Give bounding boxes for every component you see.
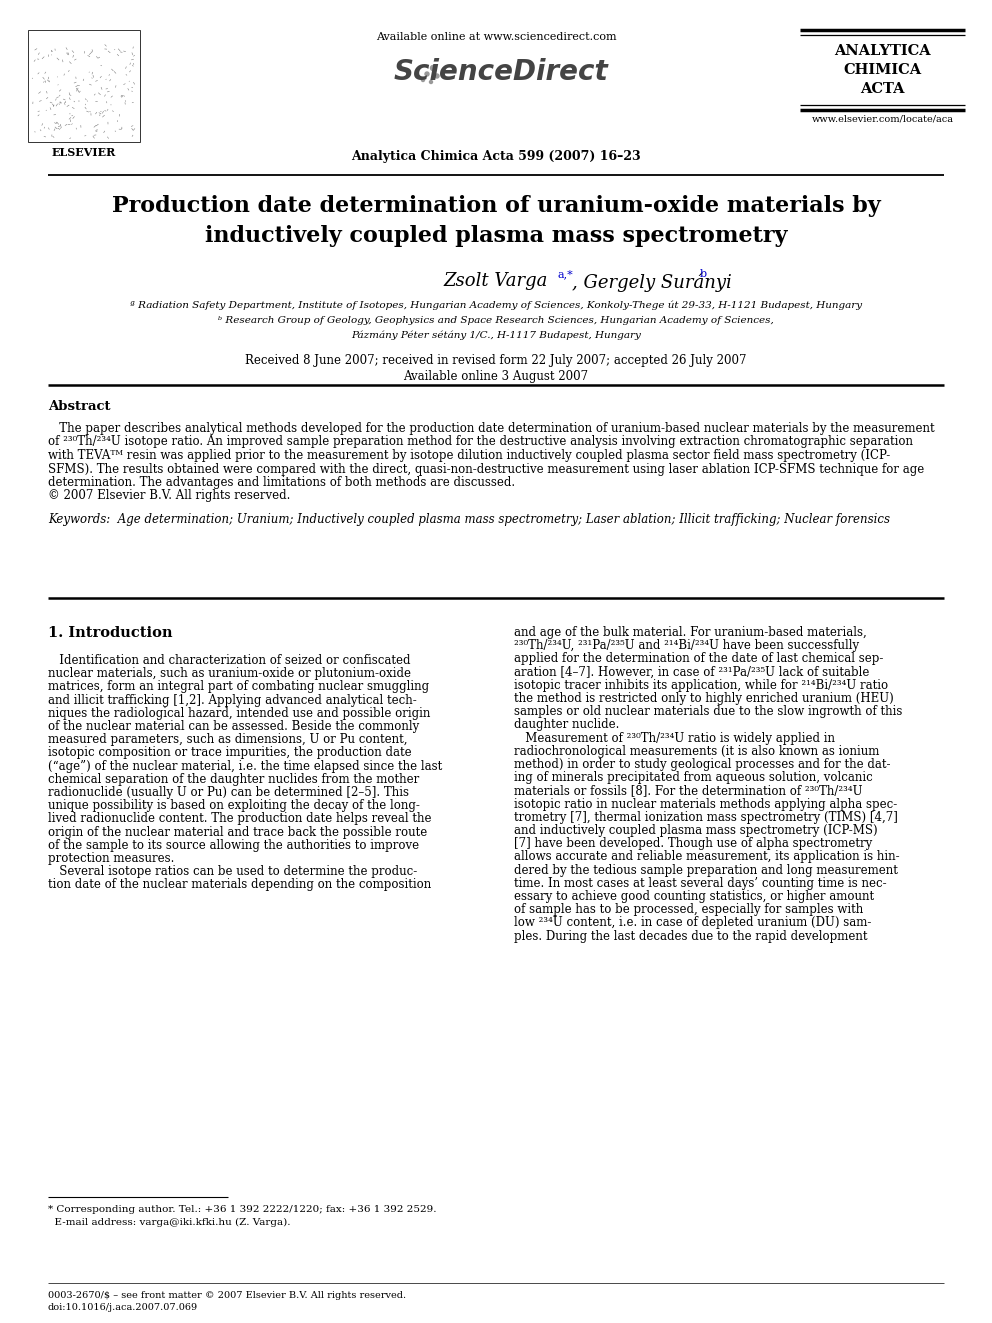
Text: and age of the bulk material. For uranium-based materials,: and age of the bulk material. For uraniu… [514, 626, 867, 639]
Bar [28, 30, 140, 142]
Text: of ²³⁰Th/²³⁴U isotope ratio. An improved sample preparation method for the destr: of ²³⁰Th/²³⁴U isotope ratio. An improved… [48, 435, 913, 448]
Text: radiochronological measurements (it is also known as ionium: radiochronological measurements (it is a… [514, 745, 879, 758]
Text: www.elsevier.com/locate/aca: www.elsevier.com/locate/aca [811, 115, 953, 124]
Text: daughter nuclide.: daughter nuclide. [514, 718, 619, 732]
Text: Identification and characterization of seized or confiscated: Identification and characterization of s… [48, 654, 411, 667]
Text: doi:10.1016/j.aca.2007.07.069: doi:10.1016/j.aca.2007.07.069 [48, 1303, 198, 1312]
Text: E-mail address: varga@iki.kfki.hu (Z. Varga).: E-mail address: varga@iki.kfki.hu (Z. Va… [48, 1218, 291, 1228]
Text: Available online 3 August 2007: Available online 3 August 2007 [404, 370, 588, 382]
Circle shape [435, 74, 439, 78]
Text: isotopic ratio in nuclear materials methods applying alpha spec-: isotopic ratio in nuclear materials meth… [514, 798, 897, 811]
Text: a,*: a,* [558, 269, 573, 279]
Text: * Corresponding author. Tel.: +36 1 392 2222/1220; fax: +36 1 392 2529.: * Corresponding author. Tel.: +36 1 392 … [48, 1205, 436, 1215]
Text: samples or old nuclear materials due to the slow ingrowth of this: samples or old nuclear materials due to … [514, 705, 903, 718]
Text: ACTA: ACTA [860, 82, 905, 97]
Text: 1. Introduction: 1. Introduction [48, 626, 173, 640]
Text: Received 8 June 2007; received in revised form 22 July 2007; accepted 26 July 20: Received 8 June 2007; received in revise… [245, 355, 747, 366]
Text: trometry [7], thermal ionization mass spectrometry (TIMS) [4,7]: trometry [7], thermal ionization mass sp… [514, 811, 898, 824]
Text: ples. During the last decades due to the rapid development: ples. During the last decades due to the… [514, 930, 867, 942]
Text: inductively coupled plasma mass spectrometry: inductively coupled plasma mass spectrom… [204, 225, 788, 247]
Text: ª Radiation Safety Department, Institute of Isotopes, Hungarian Academy of Scien: ª Radiation Safety Department, Institute… [130, 300, 862, 310]
Text: ᵇ Research Group of Geology, Geophysics and Space Research Sciences, Hungarian A: ᵇ Research Group of Geology, Geophysics … [218, 316, 774, 325]
Text: of the nuclear material can be assessed. Beside the commonly: of the nuclear material can be assessed.… [48, 720, 420, 733]
Text: CHIMICA: CHIMICA [843, 64, 922, 77]
Circle shape [422, 78, 425, 82]
Text: origin of the nuclear material and trace back the possible route: origin of the nuclear material and trace… [48, 826, 428, 839]
Text: Zsolt Varga: Zsolt Varga [443, 273, 549, 290]
Text: Available online at www.sciencedirect.com: Available online at www.sciencedirect.co… [376, 32, 616, 42]
Text: of sample has to be processed, especially for samples with: of sample has to be processed, especiall… [514, 904, 863, 917]
Text: with TEVAᵀᴹ resin was applied prior to the measurement by isotope dilution induc: with TEVAᵀᴹ resin was applied prior to t… [48, 448, 890, 462]
Text: of the sample to its source allowing the authorities to improve: of the sample to its source allowing the… [48, 839, 420, 852]
Text: Abstract: Abstract [48, 400, 110, 413]
Text: [7] have been developed. Though use of alpha spectrometry: [7] have been developed. Though use of a… [514, 837, 872, 851]
Text: matrices, form an integral part of combating nuclear smuggling: matrices, form an integral part of comba… [48, 680, 430, 693]
Text: essary to achieve good counting statistics, or higher amount: essary to achieve good counting statisti… [514, 890, 874, 904]
Text: time. In most cases at least several days’ counting time is nec-: time. In most cases at least several day… [514, 877, 887, 890]
Text: and inductively coupled plasma mass spectrometry (ICP-MS): and inductively coupled plasma mass spec… [514, 824, 878, 837]
Text: aration [4–7]. However, in case of ²³¹Pa/²³⁵U lack of suitable: aration [4–7]. However, in case of ²³¹Pa… [514, 665, 869, 679]
Text: ANALYTICA: ANALYTICA [834, 44, 930, 58]
Text: radionuclide (usually U or Pu) can be determined [2–5]. This: radionuclide (usually U or Pu) can be de… [48, 786, 409, 799]
Text: ScienceDirect: ScienceDirect [394, 58, 608, 86]
Text: protection measures.: protection measures. [48, 852, 175, 865]
Text: low ²³⁴U content, i.e. in case of depleted uranium (DU) sam-: low ²³⁴U content, i.e. in case of deplet… [514, 917, 871, 929]
Text: allows accurate and reliable measurement, its application is hin-: allows accurate and reliable measurement… [514, 851, 900, 864]
Text: Several isotope ratios can be used to determine the produc-: Several isotope ratios can be used to de… [48, 865, 418, 878]
Text: isotopic tracer inhibits its application, while for ²¹⁴Bi/²³⁴U ratio: isotopic tracer inhibits its application… [514, 679, 888, 692]
Text: 0003-2670/$ – see front matter © 2007 Elsevier B.V. All rights reserved.: 0003-2670/$ – see front matter © 2007 El… [48, 1291, 406, 1301]
Text: Pázmány Péter sétány 1/C., H-1117 Budapest, Hungary: Pázmány Péter sétány 1/C., H-1117 Budape… [351, 329, 641, 340]
Text: determination. The advantages and limitations of both methods are discussed.: determination. The advantages and limita… [48, 476, 515, 490]
Text: tion date of the nuclear materials depending on the composition: tion date of the nuclear materials depen… [48, 878, 432, 892]
Text: © 2007 Elsevier B.V. All rights reserved.: © 2007 Elsevier B.V. All rights reserved… [48, 490, 291, 503]
Text: , Gergely Surányi: , Gergely Surányi [572, 273, 732, 291]
Text: method) in order to study geological processes and for the dat-: method) in order to study geological pro… [514, 758, 891, 771]
Text: The paper describes analytical methods developed for the production date determi: The paper describes analytical methods d… [48, 422, 934, 435]
Text: (“age”) of the nuclear material, i.e. the time elapsed since the last: (“age”) of the nuclear material, i.e. th… [48, 759, 442, 773]
Text: Keywords:  Age determination; Uranium; Inductively coupled plasma mass spectrome: Keywords: Age determination; Uranium; In… [48, 513, 890, 527]
Text: Analytica Chimica Acta 599 (2007) 16–23: Analytica Chimica Acta 599 (2007) 16–23 [351, 149, 641, 163]
Text: lived radionuclide content. The production date helps reveal the: lived radionuclide content. The producti… [48, 812, 432, 826]
Text: ²³⁰Th/²³⁴U, ²³¹Pa/²³⁵U and ²¹⁴Bi/²³⁴U have been successfully: ²³⁰Th/²³⁴U, ²³¹Pa/²³⁵U and ²¹⁴Bi/²³⁴U ha… [514, 639, 859, 652]
Circle shape [430, 81, 433, 83]
Circle shape [425, 71, 429, 75]
Text: ing of minerals precipitated from aqueous solution, volcanic: ing of minerals precipitated from aqueou… [514, 771, 873, 785]
Text: SFMS). The results obtained were compared with the direct, quasi-non-destructive: SFMS). The results obtained were compare… [48, 463, 925, 475]
Text: nuclear materials, such as uranium-oxide or plutonium-oxide: nuclear materials, such as uranium-oxide… [48, 667, 411, 680]
Text: ELSEVIER: ELSEVIER [52, 147, 116, 157]
Text: b: b [700, 269, 707, 279]
Text: niques the radiological hazard, intended use and possible origin: niques the radiological hazard, intended… [48, 706, 431, 720]
Text: Production date determination of uranium-oxide materials by: Production date determination of uranium… [112, 194, 880, 217]
Text: chemical separation of the daughter nuclides from the mother: chemical separation of the daughter nucl… [48, 773, 420, 786]
Circle shape [431, 66, 435, 70]
Text: measured parameters, such as dimensions, U or Pu content,: measured parameters, such as dimensions,… [48, 733, 408, 746]
Text: the method is restricted only to highly enriched uranium (HEU): the method is restricted only to highly … [514, 692, 894, 705]
Text: dered by the tedious sample preparation and long measurement: dered by the tedious sample preparation … [514, 864, 898, 877]
Text: unique possibility is based on exploiting the decay of the long-: unique possibility is based on exploitin… [48, 799, 420, 812]
Text: applied for the determination of the date of last chemical sep-: applied for the determination of the dat… [514, 652, 883, 665]
Text: isotopic composition or trace impurities, the production date: isotopic composition or trace impurities… [48, 746, 412, 759]
Text: materials or fossils [8]. For the determination of ²³⁰Th/²³⁴U: materials or fossils [8]. For the determ… [514, 785, 862, 798]
Text: and illicit trafficking [1,2]. Applying advanced analytical tech-: and illicit trafficking [1,2]. Applying … [48, 693, 417, 706]
Text: Measurement of ²³⁰Th/²³⁴U ratio is widely applied in: Measurement of ²³⁰Th/²³⁴U ratio is widel… [514, 732, 835, 745]
